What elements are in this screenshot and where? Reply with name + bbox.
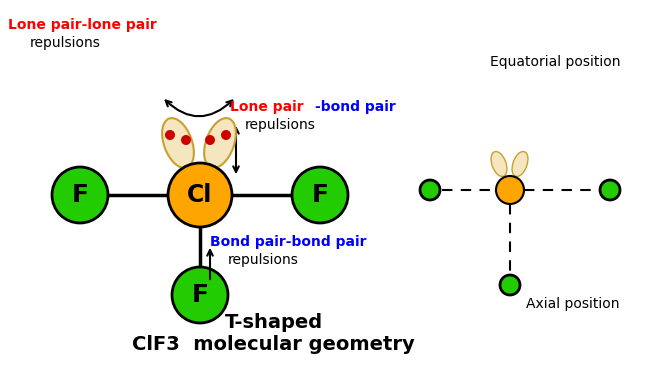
Text: Axial position: Axial position xyxy=(526,297,619,311)
Circle shape xyxy=(165,130,175,140)
Circle shape xyxy=(52,167,108,223)
Circle shape xyxy=(181,135,191,145)
Text: repulsions: repulsions xyxy=(30,36,101,50)
Circle shape xyxy=(500,275,520,295)
Ellipse shape xyxy=(491,152,507,177)
Circle shape xyxy=(420,180,440,200)
Circle shape xyxy=(205,135,215,145)
Circle shape xyxy=(221,130,231,140)
Text: Lone pair-lone pair: Lone pair-lone pair xyxy=(8,18,156,32)
Circle shape xyxy=(496,176,524,204)
Ellipse shape xyxy=(512,152,528,177)
Text: F: F xyxy=(312,183,329,207)
Text: repulsions: repulsions xyxy=(228,253,299,267)
Text: Lone pair: Lone pair xyxy=(230,100,304,114)
Circle shape xyxy=(292,167,348,223)
Text: -bond pair: -bond pair xyxy=(315,100,396,114)
Text: T-shaped: T-shaped xyxy=(225,313,323,332)
Ellipse shape xyxy=(204,118,236,168)
Text: ClF3  molecular geometry: ClF3 molecular geometry xyxy=(132,335,415,354)
Text: F: F xyxy=(72,183,89,207)
Circle shape xyxy=(172,267,228,323)
Ellipse shape xyxy=(162,118,194,168)
Text: Cl: Cl xyxy=(187,183,213,207)
Text: Equatorial position: Equatorial position xyxy=(490,55,621,69)
Text: repulsions: repulsions xyxy=(245,118,316,132)
Circle shape xyxy=(168,163,232,227)
Text: F: F xyxy=(192,283,209,307)
Text: Bond pair-bond pair: Bond pair-bond pair xyxy=(210,235,366,249)
Circle shape xyxy=(600,180,620,200)
